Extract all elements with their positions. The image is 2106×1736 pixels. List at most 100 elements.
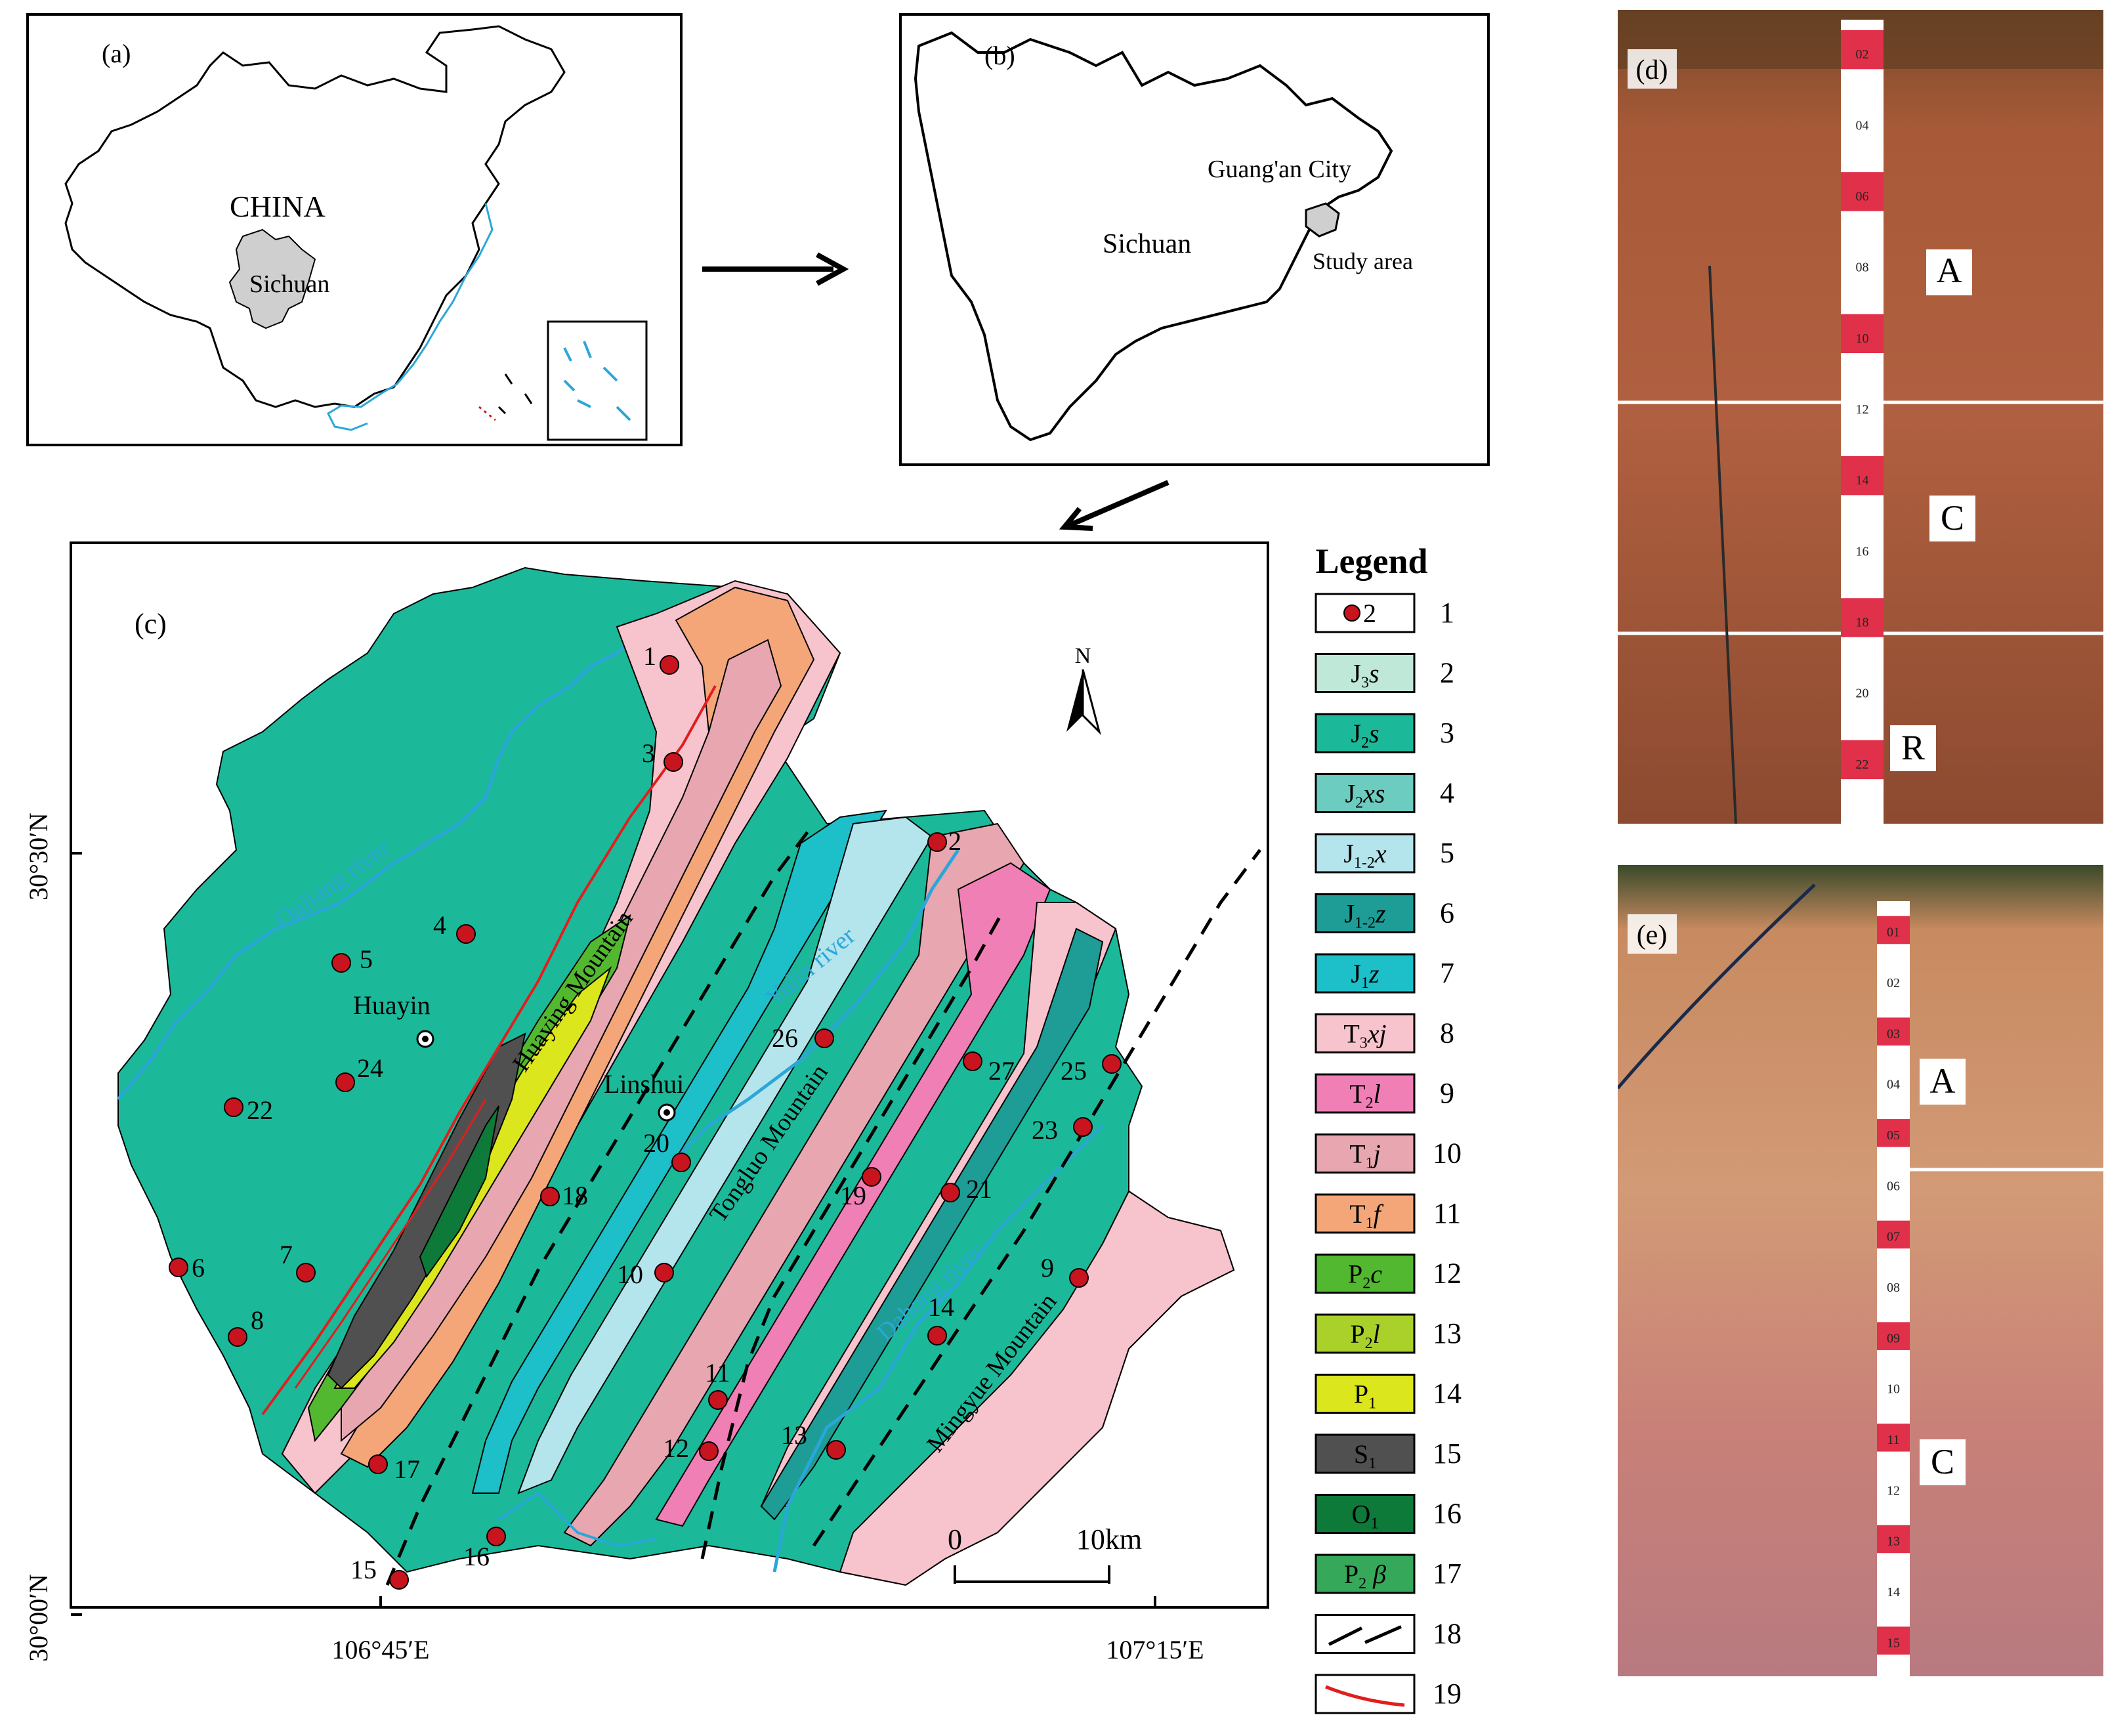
svg-text:T2l: T2l: [1349, 1079, 1381, 1112]
ruler-mark: 08: [1856, 261, 1869, 275]
legend-number: 10: [1433, 1137, 1462, 1170]
legend-item-15: S1 15: [1315, 1433, 1462, 1474]
svg-text:P2l: P2l: [1350, 1319, 1379, 1352]
dashed-boundary-3: [812, 849, 1261, 1547]
site-22: 22: [224, 1095, 273, 1125]
scale-bar: 0 10km: [948, 1523, 1142, 1584]
svg-text:J1z: J1z: [1351, 959, 1379, 992]
legend-number: 14: [1433, 1378, 1462, 1410]
legend-item-18: 18: [1315, 1614, 1462, 1654]
site-26: 26: [772, 1023, 834, 1053]
sichuan-region: [228, 228, 316, 329]
site-20: 20: [643, 1128, 691, 1172]
panel-d-label: (d): [1636, 55, 1668, 85]
legend-number: 15: [1433, 1437, 1462, 1470]
ruler-mark: 04: [1856, 118, 1869, 133]
ruler-mark: 14: [1856, 473, 1869, 488]
panel-e-soil-profile: 01 02 03 04 05 06 07 08 09 10 11 12 13 14 15 A C (e): [1616, 865, 2103, 1676]
ruler-mark: 14: [1887, 1585, 1900, 1599]
svg-text:0: 0: [948, 1523, 962, 1556]
legend-number: 13: [1433, 1317, 1462, 1349]
svg-text:14: 14: [928, 1292, 954, 1322]
arrow-b-to-c: [1057, 476, 1175, 535]
svg-text:2: 2: [1363, 599, 1376, 628]
site-17: 17: [368, 1454, 420, 1484]
measuring-ruler-d: [1841, 20, 1884, 824]
ruler-mark: 03: [1887, 1027, 1900, 1041]
legend-item-12: P2c 12: [1315, 1254, 1462, 1294]
svg-text:22: 22: [247, 1095, 273, 1125]
arrow-a-to-b: [702, 249, 853, 289]
ruler-mark: 10: [1887, 1382, 1900, 1397]
ruler-mark: 15: [1887, 1636, 1900, 1650]
svg-text:25: 25: [1061, 1056, 1087, 1086]
sichuan-b-label: Sichuan: [1103, 229, 1191, 259]
svg-text:21: 21: [966, 1174, 992, 1204]
china-label: CHINA: [230, 190, 326, 223]
site-24: 24: [335, 1053, 383, 1092]
site-2: 2: [927, 826, 961, 856]
svg-text:3: 3: [642, 738, 655, 768]
svg-text:9: 9: [1041, 1253, 1054, 1282]
guangan-region: [1305, 202, 1340, 238]
svg-text:6: 6: [192, 1253, 205, 1282]
south-china-sea-inset: [547, 320, 648, 441]
legend-number: 5: [1440, 837, 1454, 869]
town-linshui: Linshui: [604, 1069, 684, 1122]
ruler-mark: 02: [1856, 47, 1869, 62]
svg-text:J1-2z: J1-2z: [1344, 899, 1386, 932]
sampling-sites: 1 2 3 4 5 6 7 8 9 10 11 12 13 14 15 16 1…: [169, 641, 1122, 1590]
site-3: 3: [642, 738, 683, 772]
town-huayin: Huayin: [353, 990, 434, 1048]
panel-d-soil-profile: 02 04 06 08 10 12 14 16 18 20 22 A C R (d): [1618, 10, 2103, 824]
legend-number: 18: [1433, 1618, 1462, 1650]
horizon-c-label-e: C: [1931, 1442, 1954, 1481]
svg-text:23: 23: [1032, 1115, 1058, 1145]
ruler-mark: 11: [1887, 1433, 1899, 1447]
svg-text:S1: S1: [1354, 1439, 1376, 1472]
site-5: 5: [331, 944, 373, 974]
svg-text:18: 18: [562, 1181, 588, 1210]
ruler-mark: 12: [1856, 402, 1869, 417]
site-25: 25: [1061, 1054, 1122, 1086]
site-12: 12: [663, 1433, 719, 1463]
site-1: 1: [643, 641, 679, 675]
svg-text:4: 4: [433, 910, 446, 940]
ruler-mark: 09: [1887, 1331, 1900, 1345]
legend-number: 17: [1433, 1557, 1462, 1590]
legend-item-16: O1 16: [1315, 1494, 1462, 1534]
legend-item-6: J1-2z 6: [1315, 893, 1454, 933]
svg-text:13: 13: [781, 1420, 807, 1450]
svg-text:J2s: J2s: [1351, 719, 1379, 752]
site-10: 10: [617, 1260, 674, 1289]
panel-a-china-map: CHINA Sichuan (a): [26, 13, 683, 446]
svg-text:Linshui: Linshui: [604, 1069, 684, 1099]
sichuan-outline: [914, 31, 1393, 442]
horizon-a-label-e: A: [1930, 1061, 1956, 1101]
dahong-river: [772, 1124, 1104, 1573]
svg-text:1: 1: [643, 641, 656, 671]
svg-text:10km: 10km: [1076, 1523, 1142, 1556]
svg-text:15: 15: [350, 1555, 377, 1584]
panel-c-label: (c): [135, 608, 167, 640]
ruler-mark: 18: [1856, 616, 1869, 630]
fault-red-line-1: [261, 685, 717, 1416]
legend-item-5: J1-2x 5: [1315, 833, 1454, 874]
legend-item-9: T2l 9: [1315, 1073, 1454, 1114]
legend-item-8: T3xj 8: [1315, 1013, 1454, 1053]
soil-photo-e: [1618, 865, 2103, 1676]
ruler-mark: 02: [1887, 976, 1900, 990]
legend-item-10: T1j 10: [1315, 1133, 1462, 1174]
dashed-boundary-2: [700, 908, 1006, 1559]
svg-text:T3xj: T3xj: [1343, 1019, 1386, 1052]
study-area-label: Study area: [1313, 248, 1413, 274]
fault-red-line-2: [294, 1099, 487, 1389]
svg-text:P2 β: P2 β: [1344, 1559, 1386, 1592]
ruler-mark: 13: [1887, 1535, 1900, 1549]
ruler-mark: 10: [1856, 331, 1869, 346]
svg-text:16: 16: [463, 1542, 490, 1571]
site-15: 15: [350, 1555, 409, 1590]
legend-number: 9: [1440, 1077, 1454, 1109]
legend-title: Legend: [1315, 541, 1427, 581]
